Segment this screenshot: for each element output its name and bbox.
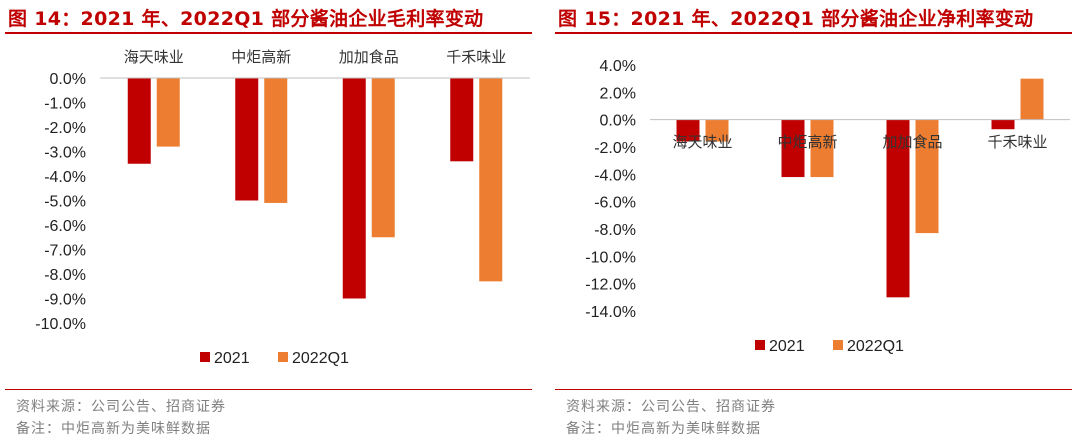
title-rule bbox=[555, 32, 1072, 34]
category-label: 千禾味业 bbox=[987, 133, 1047, 151]
category-label: 中炬高新 bbox=[231, 48, 291, 66]
y-tick-label: -4.0% bbox=[44, 169, 86, 186]
legend-label-2022q1: 2022Q1 bbox=[292, 350, 349, 367]
category-label: 海天味业 bbox=[672, 133, 732, 151]
legend-swatch-2022q1 bbox=[278, 352, 288, 362]
y-tick-label: 0.0% bbox=[50, 71, 86, 88]
y-tick-label: 4.0% bbox=[600, 58, 636, 75]
y-tick-label: 0.0% bbox=[600, 113, 636, 130]
bar-2022q1 bbox=[156, 78, 180, 147]
bar-2022q1 bbox=[915, 119, 939, 234]
legend-label-2022q1: 2022Q1 bbox=[847, 338, 904, 355]
y-tick-label: -12.0% bbox=[585, 277, 636, 294]
bar-2022q1 bbox=[810, 119, 834, 178]
y-tick-label: -1.0% bbox=[44, 96, 86, 113]
remark-note: 备注：中炬高新为美味鲜数据 bbox=[16, 421, 211, 437]
bar-2022q1 bbox=[371, 78, 395, 238]
chart-title: 图 15：2021 年、2022Q1 部分酱油企业净利率变动 bbox=[558, 8, 1034, 30]
bar-2021 bbox=[991, 119, 1015, 130]
title-rule bbox=[5, 32, 532, 34]
y-tick-label: -3.0% bbox=[44, 145, 86, 162]
chart-panel-net-margin: 图 15：2021 年、2022Q1 部分酱油企业净利率变动 4.0% 2.0% 0… bbox=[550, 0, 1080, 444]
category-label: 中炬高新 bbox=[777, 133, 837, 151]
y-tick-label: -8.0% bbox=[44, 267, 86, 284]
y-tick-label: -8.0% bbox=[594, 222, 636, 239]
bar-2021 bbox=[676, 119, 700, 142]
category-label: 海天味业 bbox=[124, 48, 184, 66]
legend-label-2021: 2021 bbox=[214, 350, 250, 367]
gross-margin-chart: 0.0% -1.0% -2.0% -3.0% -4.0% -5.0% -6.0% -7.0% -… bbox=[35, 48, 530, 367]
bar-2022q1 bbox=[479, 78, 503, 282]
source-note: 资料来源：公司公告、招商证券 bbox=[16, 399, 226, 415]
y-tick-label: -6.0% bbox=[44, 218, 86, 235]
footer-rule bbox=[555, 389, 1072, 390]
category-label: 加加食品 bbox=[882, 133, 942, 151]
category-label: 千禾味业 bbox=[446, 48, 506, 66]
legend-swatch-2021 bbox=[755, 340, 765, 350]
bar-2022q1 bbox=[264, 78, 288, 203]
y-tick-label: -4.0% bbox=[594, 167, 636, 184]
category-label: 加加食品 bbox=[339, 48, 399, 66]
y-tick-label: -2.0% bbox=[44, 120, 86, 137]
y-tick-label: -6.0% bbox=[594, 195, 636, 212]
legend-label-2021: 2021 bbox=[769, 338, 805, 355]
y-tick-label: -7.0% bbox=[44, 243, 86, 260]
legend-swatch-2022q1 bbox=[833, 340, 843, 350]
bar-2022q1 bbox=[705, 119, 729, 142]
net-margin-chart: 4.0% 2.0% 0.0% -2.0% -4.0% -6.0% -8.0% -10.0% -1… bbox=[585, 58, 1070, 355]
footer-rule bbox=[5, 389, 532, 390]
bar-2021 bbox=[781, 119, 805, 178]
y-tick-label: 2.0% bbox=[600, 85, 636, 102]
chart-title: 图 14：2021 年、2022Q1 部分酱油企业毛利率变动 bbox=[8, 8, 484, 30]
y-tick-label: -10.0% bbox=[35, 316, 86, 333]
chart-panel-gross-margin: 图 14：2021 年、2022Q1 部分酱油企业毛利率变动 0.0% -1.0%… bbox=[5, 8, 532, 437]
remark-note: 备注：中炬高新为美味鲜数据 bbox=[566, 421, 761, 437]
y-tick-label: -5.0% bbox=[44, 194, 86, 211]
bar-2021 bbox=[127, 78, 151, 164]
bar-2021 bbox=[342, 78, 366, 299]
bar-2022q1 bbox=[1020, 78, 1044, 120]
bar-2021 bbox=[886, 119, 910, 298]
legend-swatch-2021 bbox=[200, 352, 210, 362]
y-tick-label: -10.0% bbox=[585, 249, 636, 266]
y-tick-label: -9.0% bbox=[44, 292, 86, 309]
y-tick-label: -14.0% bbox=[585, 304, 636, 321]
bar-2021 bbox=[235, 78, 259, 201]
source-note: 资料来源：公司公告、招商证券 bbox=[566, 399, 776, 415]
bar-2021 bbox=[450, 78, 474, 162]
y-tick-label: -2.0% bbox=[594, 140, 636, 157]
